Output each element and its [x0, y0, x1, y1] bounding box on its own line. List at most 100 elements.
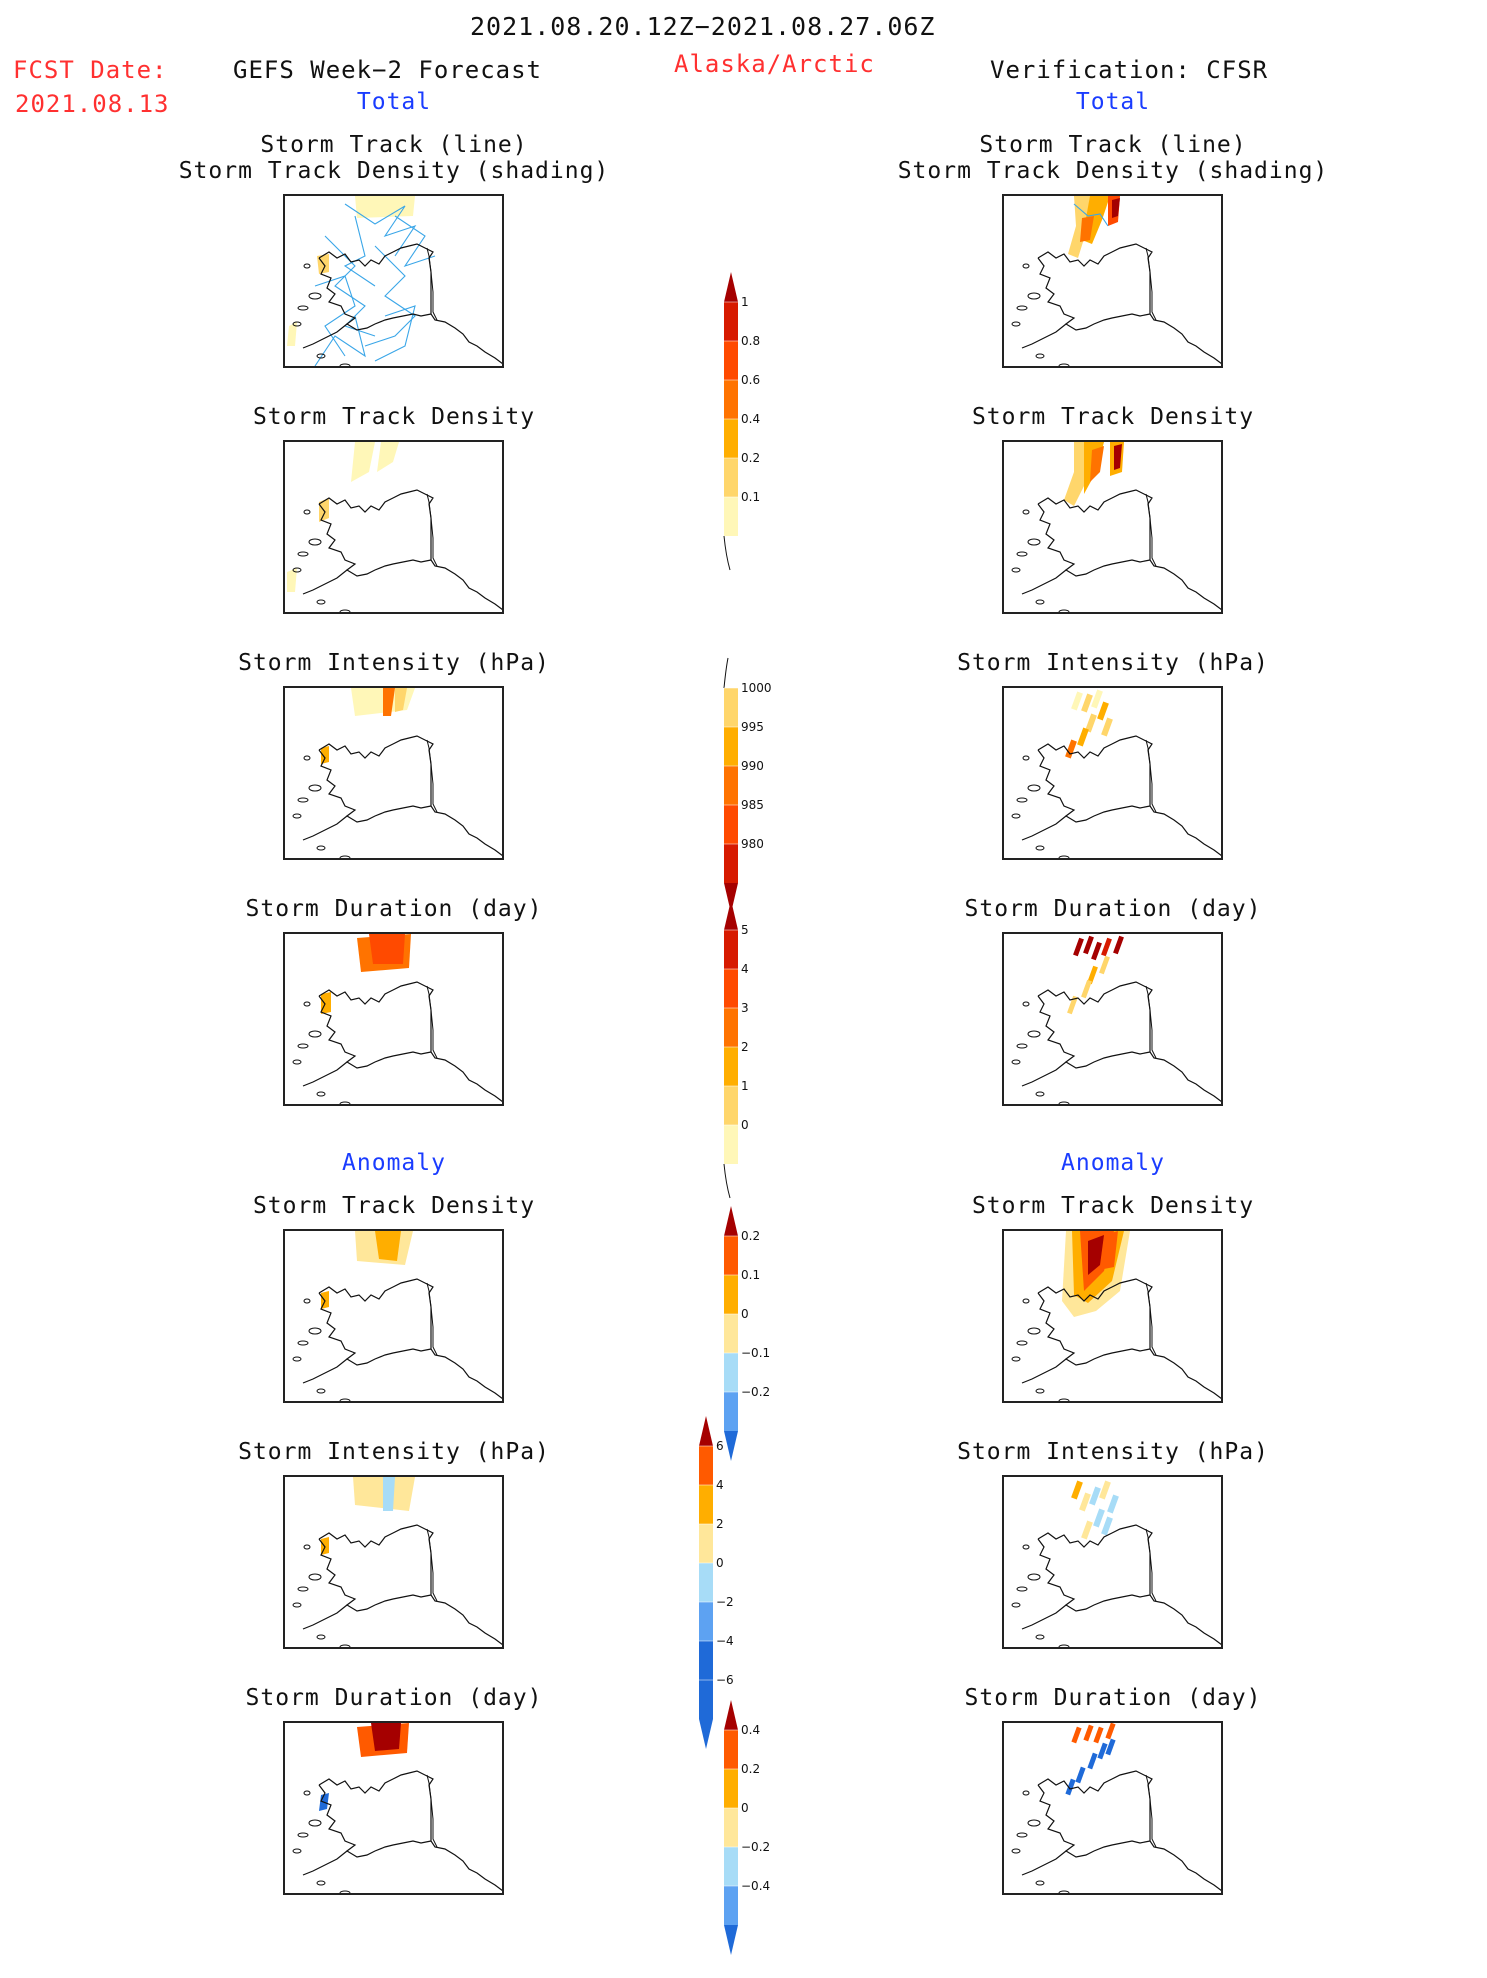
island	[1058, 1398, 1070, 1401]
coastline	[318, 243, 502, 364]
border-line	[426, 1282, 438, 1356]
colorbar-segment	[724, 1353, 738, 1392]
left-track-title-2: Storm Track Density (shading)	[178, 158, 610, 184]
coastline	[1037, 257, 1151, 331]
island	[1022, 509, 1030, 515]
island	[297, 305, 309, 311]
colorbar-tick-label: −0.2	[741, 1385, 770, 1399]
colorbar-segment	[724, 497, 738, 536]
graticule	[285, 823, 502, 858]
coastline	[1037, 735, 1221, 856]
colorbar-tick-label: 0.6	[741, 373, 760, 387]
island	[1022, 1790, 1030, 1796]
island	[1035, 1388, 1045, 1394]
graticule	[285, 1069, 502, 1104]
colorbar-segment	[724, 1808, 738, 1847]
colorbar-tick-label: 0	[741, 1307, 749, 1321]
colorbar-tick-label: 0.4	[741, 412, 760, 426]
island	[339, 1398, 351, 1401]
colorbar-tick-label: 1	[741, 295, 749, 309]
coastline	[1021, 1358, 1067, 1384]
map-panel	[283, 1721, 504, 1895]
colorbar-cap	[699, 1416, 713, 1446]
border-line	[426, 247, 438, 321]
island	[1027, 1327, 1041, 1335]
storm-track-line	[314, 315, 366, 366]
shading-strip	[1099, 1480, 1111, 1500]
colorbar: 0.4 0.2 0 −0.2 −0.4	[720, 1690, 790, 1978]
island	[308, 538, 322, 546]
colorbar-tail	[723, 535, 731, 571]
island	[1058, 363, 1070, 366]
border-line	[426, 1528, 438, 1602]
colorbar-segment	[699, 1641, 713, 1680]
island	[339, 855, 351, 858]
shading-strip	[1085, 713, 1097, 733]
colorbar-tick-label: 0.1	[741, 490, 760, 504]
colorbar-tick-label: 2	[716, 1517, 724, 1531]
colorbar-tick-label: 0.8	[741, 334, 760, 348]
island	[1027, 1573, 1041, 1581]
border-line	[1145, 739, 1157, 813]
shading-strip	[1079, 1492, 1091, 1512]
right-track-title-1: Storm Track (line)	[979, 132, 1247, 158]
colorbar-segment	[724, 1236, 738, 1275]
right-total-label: Total	[1075, 89, 1151, 115]
shading-strip	[1105, 1723, 1116, 1740]
island	[308, 1819, 322, 1827]
graticule	[285, 1858, 502, 1893]
island	[1058, 855, 1070, 858]
island	[316, 1388, 326, 1394]
island	[1016, 1832, 1028, 1838]
coastline	[1037, 1292, 1151, 1366]
coastline	[1037, 981, 1221, 1102]
left-anomaly-label: Anomaly	[342, 1150, 446, 1176]
island	[1058, 1644, 1070, 1647]
island	[1058, 1101, 1070, 1104]
colorbar-svg: 1 0.8 0.6 0.4 0.2 0.1	[723, 272, 760, 571]
shading-cell	[1114, 444, 1122, 470]
coastline	[318, 1524, 502, 1645]
colorbar-tick-label: 6	[716, 1439, 724, 1453]
coastline	[318, 1278, 502, 1399]
colorbar-svg: 6 4 2 0 −2 −4 −6	[699, 1416, 734, 1749]
graticule	[1004, 1069, 1221, 1104]
colorbar-cap	[724, 1700, 738, 1730]
colorbar-tick-label: 1000	[741, 681, 772, 695]
colorbar-segment	[724, 1047, 738, 1086]
coastline	[1021, 323, 1067, 349]
colorbar-tick-label: −0.1	[741, 1346, 770, 1360]
island	[1027, 1030, 1041, 1038]
shading-cell	[287, 322, 297, 346]
coastline	[1037, 1538, 1151, 1612]
island	[292, 1059, 302, 1065]
shading-strip	[1097, 701, 1109, 721]
shading-cell	[355, 196, 415, 218]
island	[1035, 845, 1045, 851]
island	[339, 1101, 351, 1104]
shading-cell	[1088, 1235, 1104, 1275]
shading-cell	[383, 688, 395, 716]
island	[1011, 1602, 1021, 1608]
island	[1011, 813, 1021, 819]
colorbar-cap	[724, 883, 738, 913]
island	[1022, 1544, 1030, 1550]
coastline	[1037, 995, 1151, 1069]
shading-strip	[1081, 693, 1093, 713]
shading-strip	[1083, 1724, 1094, 1742]
shading-strip	[1087, 1752, 1098, 1770]
border-line	[426, 1774, 438, 1848]
graticule	[285, 577, 502, 612]
shading-strip	[1113, 935, 1124, 955]
colorbar: 0.2 0.1 0 −0.1 −0.2	[720, 1196, 790, 1484]
island	[1016, 797, 1028, 803]
left-track-title-1: Storm Track (line)	[260, 132, 528, 158]
graticule	[285, 1612, 502, 1647]
colorbar-cap	[724, 1431, 738, 1461]
colorbar-tick-label: −0.4	[741, 1879, 770, 1893]
colorbar-segment	[724, 805, 738, 844]
island	[297, 1586, 309, 1592]
shading-strip	[1081, 1520, 1093, 1540]
colorbar-tick-label: 1	[741, 1079, 749, 1093]
shading-cell	[383, 1477, 395, 1511]
